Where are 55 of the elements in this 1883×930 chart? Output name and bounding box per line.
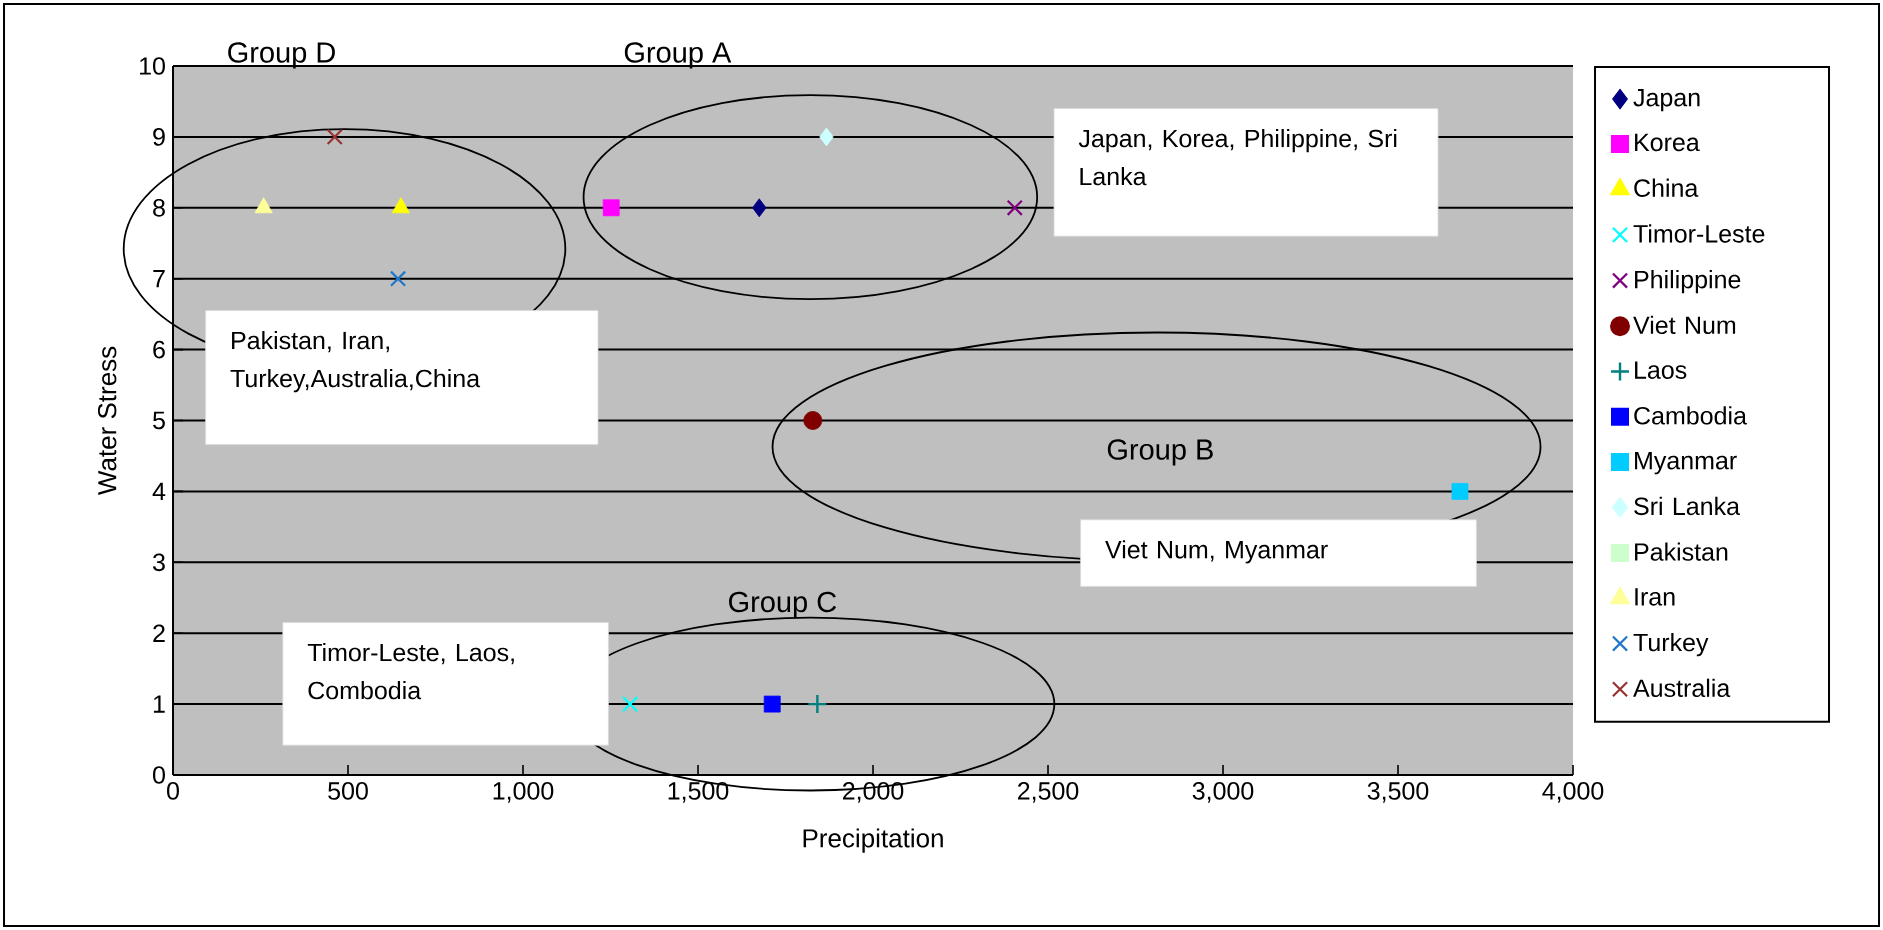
point bbox=[326, 128, 343, 146]
legend-label: Sri Lanka bbox=[1634, 496, 1740, 516]
point bbox=[1006, 199, 1023, 216]
x-tick-label: 500 bbox=[328, 782, 368, 800]
legend-label: Laos bbox=[1635, 361, 1687, 379]
legend-label: Philippine bbox=[1635, 270, 1741, 294]
x-tick-label: 3,500 bbox=[1367, 782, 1429, 803]
x-axis-title: Precipitation bbox=[803, 828, 943, 853]
x-tick-label: 3,000 bbox=[1192, 782, 1254, 803]
y-tick-label: 3 bbox=[152, 553, 165, 572]
point bbox=[389, 270, 407, 287]
y-tick-label: 6 bbox=[153, 340, 165, 359]
point bbox=[807, 693, 828, 715]
point bbox=[621, 695, 639, 713]
annotation: Group A bbox=[624, 42, 732, 69]
annotation: Japan, Korea, Philippine, Sri Lanka bbox=[1078, 128, 1397, 186]
y-tick-label: 2 bbox=[153, 624, 165, 642]
legend-label: Korea bbox=[1635, 133, 1700, 152]
point bbox=[1451, 482, 1469, 500]
annotation: Group D bbox=[228, 42, 335, 69]
y-tick-label: 0 bbox=[153, 766, 165, 784]
x-tick-label: 4,000 bbox=[1542, 782, 1604, 803]
y-tick-label: 7 bbox=[153, 270, 165, 288]
y-axis-title: Water Stress bbox=[97, 346, 117, 495]
y-tick-label: 10 bbox=[140, 57, 165, 75]
point bbox=[763, 695, 781, 713]
point bbox=[819, 127, 834, 147]
legend-label: Turkey bbox=[1633, 632, 1709, 657]
point bbox=[602, 199, 620, 217]
annotation: Timor-Leste, Laos, Combodia bbox=[307, 642, 514, 700]
y-tick-label: 5 bbox=[153, 411, 165, 430]
x-tick-label: 1,000 bbox=[493, 782, 554, 803]
annotation: Group B bbox=[1107, 439, 1213, 466]
legend-label: Timor-Leste bbox=[1633, 224, 1765, 243]
annotation: Viet Num, Myanmar bbox=[1105, 540, 1328, 564]
y-tick-label: 9 bbox=[153, 128, 165, 146]
legend-label: Australia bbox=[1633, 678, 1731, 698]
legend-label: Myanmar bbox=[1635, 451, 1737, 475]
legend-label: Pakistan bbox=[1635, 542, 1728, 561]
legend-label: Iran bbox=[1635, 588, 1675, 606]
legend-label: Japan bbox=[1633, 89, 1700, 112]
x-tick-label: 2,500 bbox=[1017, 782, 1079, 803]
x-tick-label: 2,000 bbox=[842, 782, 904, 803]
annotation: Pakistan, Iran, Turkey,Australia,China bbox=[230, 330, 481, 393]
annotation: Group C bbox=[729, 591, 837, 618]
legend-label: China bbox=[1634, 178, 1699, 197]
legend-label: Cambodia bbox=[1634, 406, 1747, 425]
y-tick-label: 8 bbox=[153, 198, 165, 217]
y-tick-label: 4 bbox=[152, 482, 166, 500]
point bbox=[752, 198, 767, 218]
legend-label: Viet Num bbox=[1633, 315, 1736, 335]
x-tick-label: 1,500 bbox=[668, 782, 729, 803]
x-tick-label: 0 bbox=[167, 782, 179, 800]
y-tick-label: 1 bbox=[153, 695, 165, 713]
point bbox=[803, 411, 823, 430]
